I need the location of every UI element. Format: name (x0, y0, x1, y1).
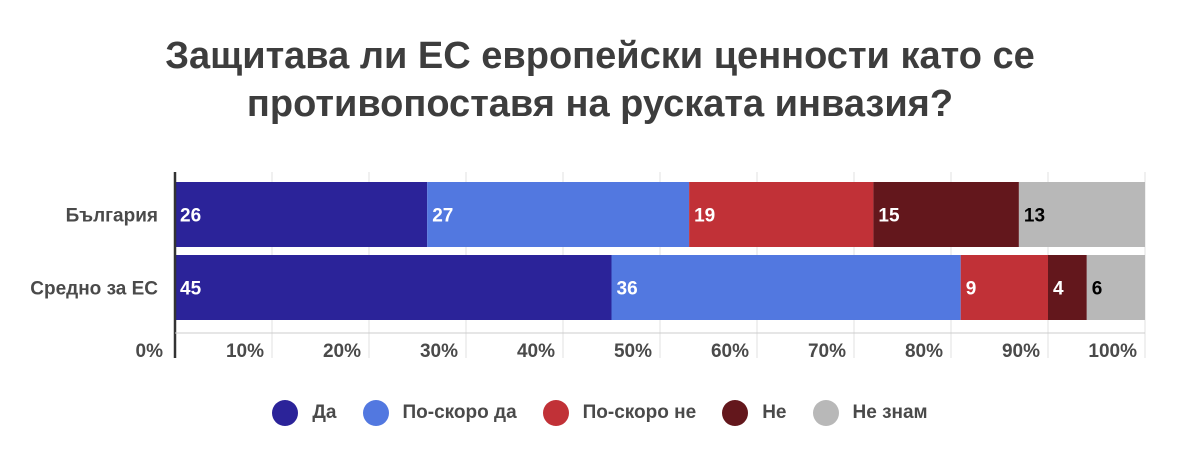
x-tick-label-6: 60% (711, 341, 749, 362)
bar-0-2 (689, 182, 874, 247)
legend-swatch-0 (272, 400, 299, 426)
legend-label-2: По-скоро не (582, 402, 697, 423)
bar-0-0 (175, 182, 428, 247)
bar-1-2 (960, 255, 1048, 320)
legend-item-4: Не знам (812, 400, 928, 426)
chart-title-line-2: противопоставя на руската инвазия? (246, 83, 954, 125)
data-label-0-0: 26 (180, 206, 201, 227)
data-label-1-0: 45 (180, 279, 202, 300)
legend-label-1: По-скоро да (402, 402, 517, 423)
x-tick-label-7: 70% (808, 341, 846, 362)
legend-label-4: Не знам (852, 402, 928, 423)
bar-1-0 (175, 255, 612, 320)
bar-0-3 (873, 182, 1019, 247)
x-tick-label-3: 30% (420, 341, 458, 362)
x-tick-label-1: 10% (226, 341, 264, 362)
data-label-1-4: 6 (1092, 279, 1103, 300)
data-label-0-1: 27 (432, 206, 453, 227)
legend-swatch-2 (542, 400, 569, 426)
legend-item-3: Не (722, 400, 787, 426)
legend-item-1: По-скоро да (362, 400, 517, 426)
chart-title: Защитава ли ЕС европейски ценности като … (0, 32, 1200, 128)
legend-label-0: Да (312, 402, 337, 423)
bar-1-4 (1086, 255, 1145, 320)
legend-label-3: Не (762, 402, 787, 423)
bar-0-1 (427, 182, 690, 247)
legend-item-0: Да (272, 400, 337, 426)
bar-0-4 (1018, 182, 1145, 247)
bar-1-3 (1048, 255, 1087, 320)
x-tick-label-4: 40% (517, 341, 555, 362)
bar-1-1 (611, 255, 961, 320)
chart-legend: Да По-скоро да По-скоро не Не Не знам (0, 400, 1200, 426)
legend-swatch-1 (362, 400, 389, 426)
x-tick-label-0: 0% (136, 341, 164, 362)
data-label-0-4: 13 (1024, 206, 1045, 227)
data-label-1-1: 36 (617, 279, 638, 300)
x-tick-label-8: 80% (905, 341, 943, 362)
data-label-0-2: 19 (694, 206, 715, 227)
category-label-0: България (66, 206, 158, 227)
x-tick-label-9: 90% (1002, 341, 1040, 362)
data-label-1-2: 9 (966, 279, 977, 300)
x-tick-label-10: 100% (1088, 341, 1137, 362)
category-label-1: Средно за ЕС (30, 279, 158, 300)
legend-item-2: По-скоро не (542, 400, 697, 426)
legend-swatch-3 (722, 400, 749, 426)
legend-swatch-4 (812, 400, 839, 426)
chart-title-line-1: Защитава ли ЕС европейски ценности като … (165, 35, 1035, 77)
x-tick-label-5: 50% (614, 341, 652, 362)
data-label-1-3: 4 (1053, 279, 1064, 300)
x-tick-label-2: 20% (323, 341, 361, 362)
data-label-0-3: 15 (878, 206, 900, 227)
